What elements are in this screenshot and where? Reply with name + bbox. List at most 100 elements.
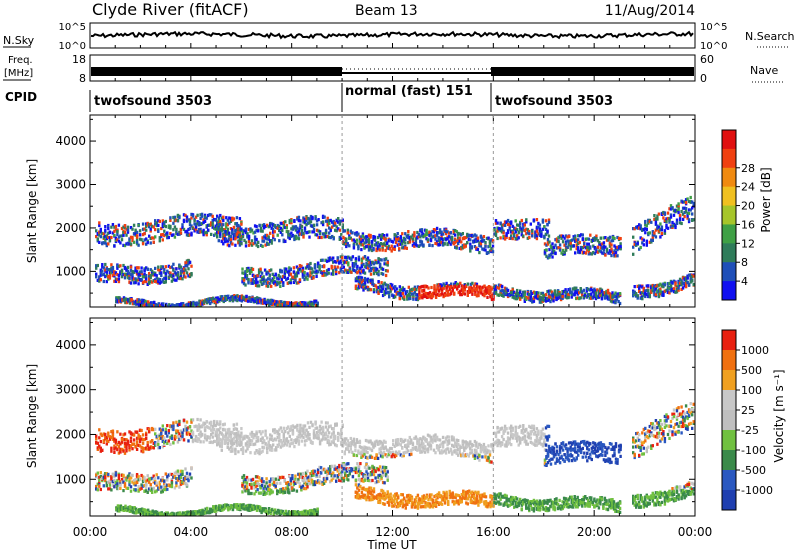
nave-tick-bottom: 0 [700, 72, 707, 85]
range-gate-cell [692, 218, 695, 222]
range-gate-cell [360, 264, 364, 269]
range-gate-cell [474, 287, 477, 291]
range-gate-cell [484, 241, 487, 245]
range-gate-cell [384, 273, 388, 278]
range-gate-cell [157, 228, 160, 232]
range-gate-cell [257, 271, 261, 275]
range-gate-cell [176, 423, 180, 427]
range-gate-cell [131, 270, 134, 274]
range-gate-cell [384, 287, 388, 291]
range-gate-cell [675, 209, 679, 213]
power-ytick-label: 3000 [55, 178, 86, 192]
range-gate-cell [203, 213, 207, 217]
range-gate-cell [155, 483, 158, 487]
range-gate-cell [278, 303, 281, 307]
range-gate-cell [282, 275, 285, 279]
range-gate-cell [108, 230, 112, 234]
range-gate-cell [134, 300, 138, 304]
range-gate-cell [161, 435, 164, 439]
range-gate-cell [152, 279, 155, 283]
range-gate-cell [617, 300, 620, 304]
range-gate-cell [146, 221, 149, 225]
freq-unit: [MHz] [4, 68, 33, 79]
range-gate-cell [357, 258, 361, 262]
range-gate-cell [158, 433, 161, 437]
range-gate-cell [173, 278, 177, 282]
range-gate-cell [663, 229, 667, 233]
range-gate-cell [361, 238, 365, 242]
range-gate-cell [459, 293, 462, 297]
range-gate-cell [108, 236, 112, 240]
range-gate-cell [172, 233, 175, 237]
range-gate-cell [668, 218, 671, 222]
range-gate-cell [234, 440, 237, 444]
range-gate-cell [557, 239, 560, 244]
range-gate-cell [656, 217, 659, 221]
range-gate-cell [296, 302, 300, 306]
range-gate-cell [262, 281, 265, 285]
range-gate-cell [268, 299, 271, 303]
range-gate-cell [593, 246, 597, 250]
range-gate-cell [303, 270, 306, 275]
range-gate-cell [143, 279, 146, 283]
range-gate-cell [378, 263, 382, 267]
range-gate-cell [105, 244, 108, 248]
range-gate-cell [101, 273, 104, 277]
range-gate-cell [672, 209, 676, 213]
range-gate-cell [288, 236, 291, 241]
range-gate-cell [214, 218, 217, 222]
range-gate-cell [138, 435, 142, 439]
range-gate-cell [151, 487, 154, 491]
range-gate-cell [345, 261, 348, 265]
range-gate-cell [369, 235, 372, 239]
range-gate-cell [310, 271, 314, 275]
range-gate-cell [170, 424, 174, 428]
range-gate-cell [666, 285, 670, 289]
range-gate-cell [292, 305, 295, 307]
range-gate-cell [173, 437, 177, 441]
range-gate-cell [164, 265, 167, 269]
range-gate-cell [350, 270, 353, 274]
range-gate-cell [366, 259, 370, 263]
range-gate-cell [263, 268, 267, 272]
range-gate-cell [132, 281, 136, 285]
range-gate-cell [618, 301, 622, 306]
range-gate-cell [178, 303, 182, 307]
range-gate-cell [134, 445, 137, 449]
range-gate-cell [589, 246, 592, 250]
range-gate-cell [170, 434, 174, 438]
range-gate-cell [336, 265, 339, 269]
range-gate-cell [393, 237, 396, 241]
range-gate-cell [160, 436, 163, 440]
range-gate-cell [107, 439, 110, 444]
range-gate-cell [185, 431, 189, 435]
range-gate-cell [659, 287, 662, 291]
range-gate-cell [356, 267, 359, 271]
range-gate-cell [672, 279, 676, 283]
range-gate-cell [166, 478, 169, 482]
range-gate-cell [250, 279, 253, 284]
range-gate-cell [448, 231, 451, 235]
range-gate-cell [129, 242, 133, 246]
range-gate-cell [463, 245, 466, 249]
range-gate-cell [435, 242, 439, 246]
range-gate-cell [487, 291, 491, 295]
range-gate-cell [587, 250, 590, 254]
range-gate-cell [660, 293, 664, 297]
range-gate-cell [161, 233, 164, 237]
range-gate-cell [290, 221, 293, 225]
range-gate-cell [224, 298, 227, 302]
range-gate-cell [431, 229, 434, 234]
range-gate-cell [120, 440, 124, 444]
range-gate-cell [555, 237, 559, 241]
range-gate-cell [256, 280, 259, 284]
range-gate-cell [363, 278, 367, 282]
range-gate-cell [590, 239, 593, 243]
range-gate-cell [157, 487, 160, 491]
range-gate-cell [223, 227, 226, 232]
range-gate-cell [99, 278, 102, 282]
range-gate-cell [271, 298, 274, 302]
range-gate-cell [101, 265, 104, 269]
range-gate-cell [104, 230, 107, 234]
range-gate-cell [120, 480, 124, 484]
